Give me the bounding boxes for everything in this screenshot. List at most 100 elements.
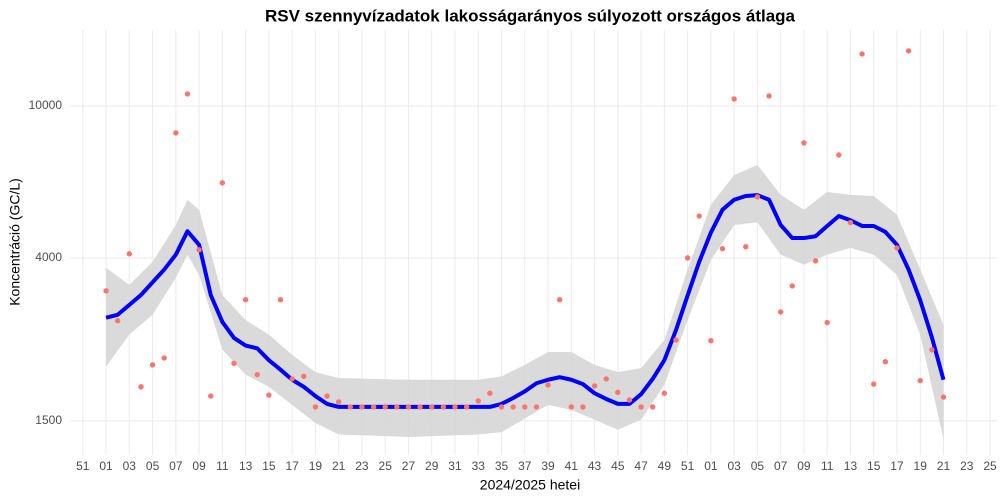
- x-tick-label: 27: [402, 459, 416, 473]
- x-tick-label: 21: [937, 459, 951, 473]
- data-point: [859, 51, 865, 57]
- data-point: [219, 180, 226, 186]
- x-tick-label: 15: [867, 459, 881, 473]
- y-tick-label: 1500: [35, 413, 62, 427]
- data-point: [440, 404, 447, 410]
- data-point: [638, 404, 644, 410]
- data-point: [417, 404, 423, 410]
- data-point: [789, 283, 795, 289]
- x-tick-label: 25: [379, 459, 393, 473]
- x-tick-label: 13: [844, 459, 858, 473]
- data-point: [498, 404, 505, 410]
- data-point: [289, 376, 295, 382]
- data-point: [335, 399, 342, 405]
- data-point: [452, 404, 458, 410]
- x-tick-label: 09: [192, 459, 206, 473]
- data-point: [777, 309, 784, 315]
- smooth-line: [105, 193, 946, 409]
- data-point: [591, 383, 598, 389]
- data-point: [708, 337, 714, 344]
- x-tick-label: 03: [727, 459, 741, 473]
- data-point: [126, 251, 133, 257]
- x-tick-label: 51: [76, 459, 90, 473]
- data-point: [277, 297, 284, 303]
- x-tick-label: 03: [123, 459, 137, 473]
- data-point: [743, 244, 749, 250]
- data-point: [173, 130, 179, 136]
- x-tick-label: 23: [355, 459, 369, 473]
- data-point: [905, 48, 912, 54]
- x-tick-label: 01: [704, 459, 718, 473]
- y-tick-label: 4000: [35, 250, 62, 264]
- data-point: [370, 404, 377, 410]
- data-point: [522, 404, 528, 410]
- x-tick-label: 11: [216, 459, 229, 473]
- x-tick-label: 43: [588, 459, 602, 473]
- data-point: [138, 384, 144, 390]
- x-tick-label: 01: [99, 459, 113, 473]
- y-tick-label: 10000: [29, 98, 63, 112]
- data-point: [487, 390, 493, 396]
- data-point: [615, 389, 621, 396]
- data-point: [463, 404, 470, 410]
- x-tick-label: 05: [751, 459, 765, 473]
- x-tick-label: 09: [797, 459, 811, 473]
- x-tick-label: 17: [285, 459, 299, 473]
- x-tick-label: 37: [518, 459, 532, 473]
- x-tick-label: 35: [495, 459, 509, 473]
- x-tick-label: 25: [983, 459, 997, 473]
- x-tick-label: 17: [890, 459, 904, 473]
- x-tick-label: 31: [448, 459, 462, 473]
- data-point: [312, 404, 319, 410]
- data-point: [696, 213, 702, 219]
- data-point: [917, 377, 923, 384]
- confidence-band: [106, 164, 944, 440]
- data-point: [766, 93, 772, 99]
- data-point: [254, 371, 260, 378]
- data-point: [475, 398, 481, 404]
- x-tick-label: 19: [309, 459, 323, 473]
- x-tick-label: 33: [472, 459, 486, 473]
- data-point: [324, 393, 330, 399]
- x-tick-label: 05: [146, 459, 160, 473]
- data-point: [161, 355, 167, 361]
- data-point: [719, 245, 726, 252]
- x-tick-label: 15: [262, 459, 276, 473]
- data-point: [359, 404, 365, 410]
- y-axis-title: Koncentráció (GC/L): [7, 178, 23, 306]
- data-point: [533, 404, 540, 410]
- data-point: [301, 373, 307, 380]
- data-point: [545, 382, 551, 388]
- data-point: [824, 319, 830, 326]
- data-point: [731, 96, 737, 102]
- chart-title: RSV szennyvízadatok lakosságarányos súly…: [265, 6, 796, 25]
- data-point: [801, 140, 807, 146]
- data-point: [184, 91, 191, 97]
- data-point: [510, 404, 516, 410]
- data-point: [196, 247, 202, 253]
- data-point: [556, 297, 563, 303]
- x-tick-label: 45: [611, 459, 625, 473]
- data-point: [603, 376, 609, 382]
- data-point: [149, 362, 156, 368]
- data-point: [580, 404, 586, 410]
- x-tick-label: 13: [239, 459, 253, 473]
- plot-area: [103, 48, 947, 440]
- data-point: [626, 397, 633, 403]
- data-point: [266, 392, 272, 398]
- x-tick-label: 47: [634, 459, 648, 473]
- x-tick-label: 29: [425, 459, 439, 473]
- data-point: [836, 152, 842, 158]
- data-point: [650, 404, 656, 410]
- data-point: [382, 404, 388, 410]
- x-tick-label: 21: [332, 459, 346, 473]
- data-point: [394, 404, 400, 410]
- data-point: [673, 337, 679, 343]
- data-point: [114, 318, 121, 324]
- data-point: [242, 297, 249, 303]
- data-point: [684, 255, 691, 261]
- data-point: [429, 404, 435, 410]
- x-tick-label: 39: [541, 459, 555, 473]
- data-point: [894, 245, 900, 251]
